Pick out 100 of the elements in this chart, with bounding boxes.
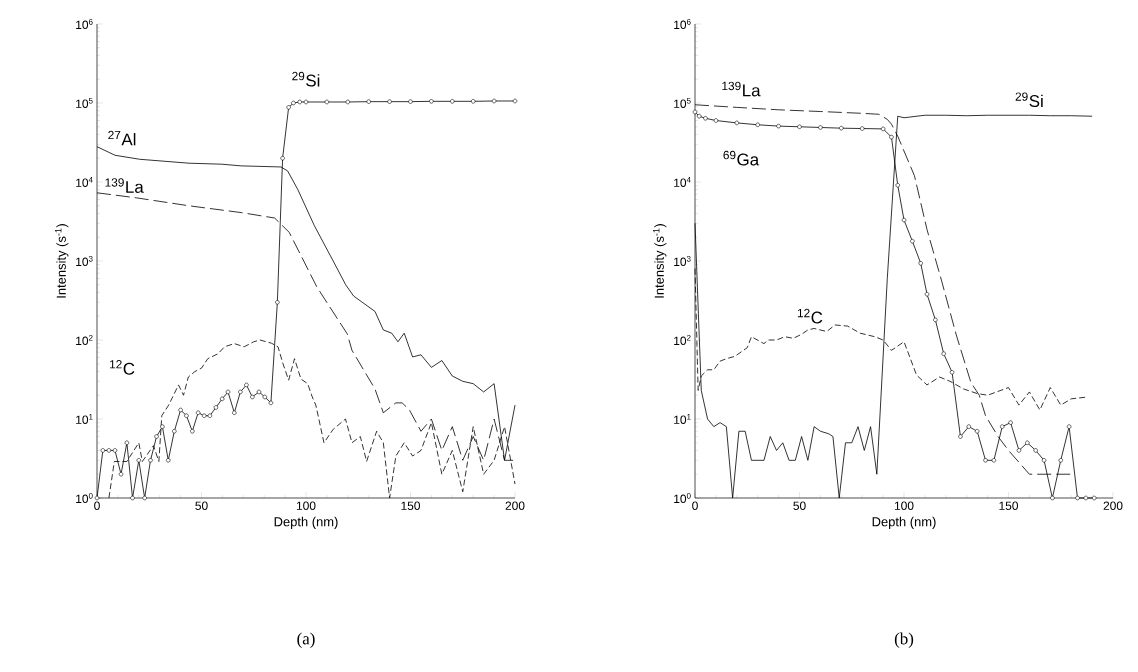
series-label: $^{27}$Al — [108, 130, 136, 146]
point — [1008, 420, 1013, 425]
point — [958, 434, 963, 439]
point — [303, 99, 309, 105]
point — [207, 413, 213, 418]
point — [966, 424, 971, 429]
point — [124, 440, 130, 445]
point — [1016, 448, 1022, 453]
point — [250, 394, 255, 400]
point — [280, 156, 285, 161]
x-tick-label: 150 — [401, 501, 421, 510]
point — [450, 99, 455, 104]
point — [225, 389, 231, 395]
point — [692, 109, 698, 115]
y-tick-label: 10$^{3}$ — [674, 255, 691, 266]
y-tick-label: 10$^{0}$ — [674, 492, 691, 503]
text: $^{12}$C — [110, 360, 135, 375]
point — [275, 300, 280, 305]
point — [1058, 458, 1063, 463]
point — [291, 100, 296, 106]
point — [184, 413, 189, 418]
y-axis-title: Intensity (s$^{-1}$) — [653, 224, 667, 298]
x-tick-label: 200 — [505, 501, 525, 510]
point — [933, 317, 938, 323]
x-axis-title: Depth (nm) — [872, 516, 936, 529]
point — [130, 495, 135, 501]
point — [429, 99, 434, 104]
point — [366, 99, 371, 104]
point — [166, 458, 171, 463]
point — [345, 99, 350, 105]
point — [297, 99, 302, 105]
point — [136, 458, 141, 463]
point — [949, 370, 955, 375]
point — [408, 99, 413, 104]
point — [100, 448, 106, 453]
point — [991, 458, 997, 463]
point — [491, 98, 497, 104]
point — [219, 396, 225, 402]
point — [889, 134, 894, 140]
y-tick-label: 10$^{1}$ — [76, 414, 93, 424]
point — [148, 458, 153, 463]
point — [1083, 495, 1089, 501]
point — [256, 389, 262, 395]
point — [1066, 424, 1072, 429]
point — [713, 118, 719, 123]
x-tick-label: 50 — [793, 501, 806, 510]
point — [696, 114, 702, 119]
y-tick-label: 10$^{4}$ — [674, 177, 691, 187]
point — [471, 99, 476, 104]
x-tick-label: 200 — [1103, 501, 1123, 510]
point — [268, 400, 274, 406]
point — [324, 99, 330, 105]
y-tick-label: 10$^{5}$ — [76, 98, 93, 108]
point — [880, 126, 886, 132]
point — [195, 410, 201, 415]
y-tick-label: 10$^{4}$ — [76, 177, 93, 187]
point — [901, 217, 907, 223]
text: (a) — [297, 632, 315, 648]
point — [160, 424, 165, 429]
series-label: $^{139}$La — [105, 178, 144, 193]
x-axis-title: Depth (nm) — [274, 516, 338, 529]
series-label: $^{12}$C — [797, 308, 823, 324]
point — [387, 99, 392, 104]
series-label: $^{29}$Si — [292, 71, 320, 87]
point — [1033, 448, 1038, 453]
y-tick-label: 10$^{2}$ — [674, 334, 691, 345]
point — [512, 98, 518, 104]
x-tick-label: 100 — [296, 501, 316, 510]
point — [112, 448, 118, 453]
y-axis-title: Intensity (s$^{-1}$) — [55, 224, 69, 298]
y-tick-label: 10$^{2}$ — [76, 334, 93, 345]
point — [797, 124, 802, 129]
y-tick-label: 10$^{0}$ — [76, 492, 93, 503]
x-tick-label: 50 — [195, 501, 208, 510]
point — [202, 413, 207, 418]
point — [924, 292, 930, 297]
point — [974, 429, 980, 434]
point — [755, 122, 760, 127]
point — [1000, 424, 1005, 429]
point — [154, 434, 159, 439]
point — [734, 120, 740, 126]
series-label: $^{29}$Si — [1015, 92, 1043, 108]
point — [776, 123, 781, 129]
y-tick-label: 10$^{6}$ — [76, 18, 93, 29]
y-tick-label: 10$^{3}$ — [76, 255, 93, 266]
point — [910, 239, 915, 244]
x-tick-label: 0 — [94, 501, 100, 510]
x-tick-label: 0 — [692, 501, 698, 510]
text: (b) — [894, 632, 914, 648]
x-tick-label: 150 — [999, 501, 1019, 510]
y-tick-label: 10$^{6}$ — [674, 18, 691, 29]
point — [983, 458, 988, 463]
point — [1092, 495, 1097, 501]
point — [918, 261, 923, 266]
y-tick-label: 10$^{1}$ — [674, 414, 691, 424]
point — [94, 495, 100, 501]
point — [262, 394, 268, 400]
point — [1025, 440, 1030, 445]
point — [238, 389, 243, 395]
series-label: $^{69}$Ga — [723, 150, 760, 166]
